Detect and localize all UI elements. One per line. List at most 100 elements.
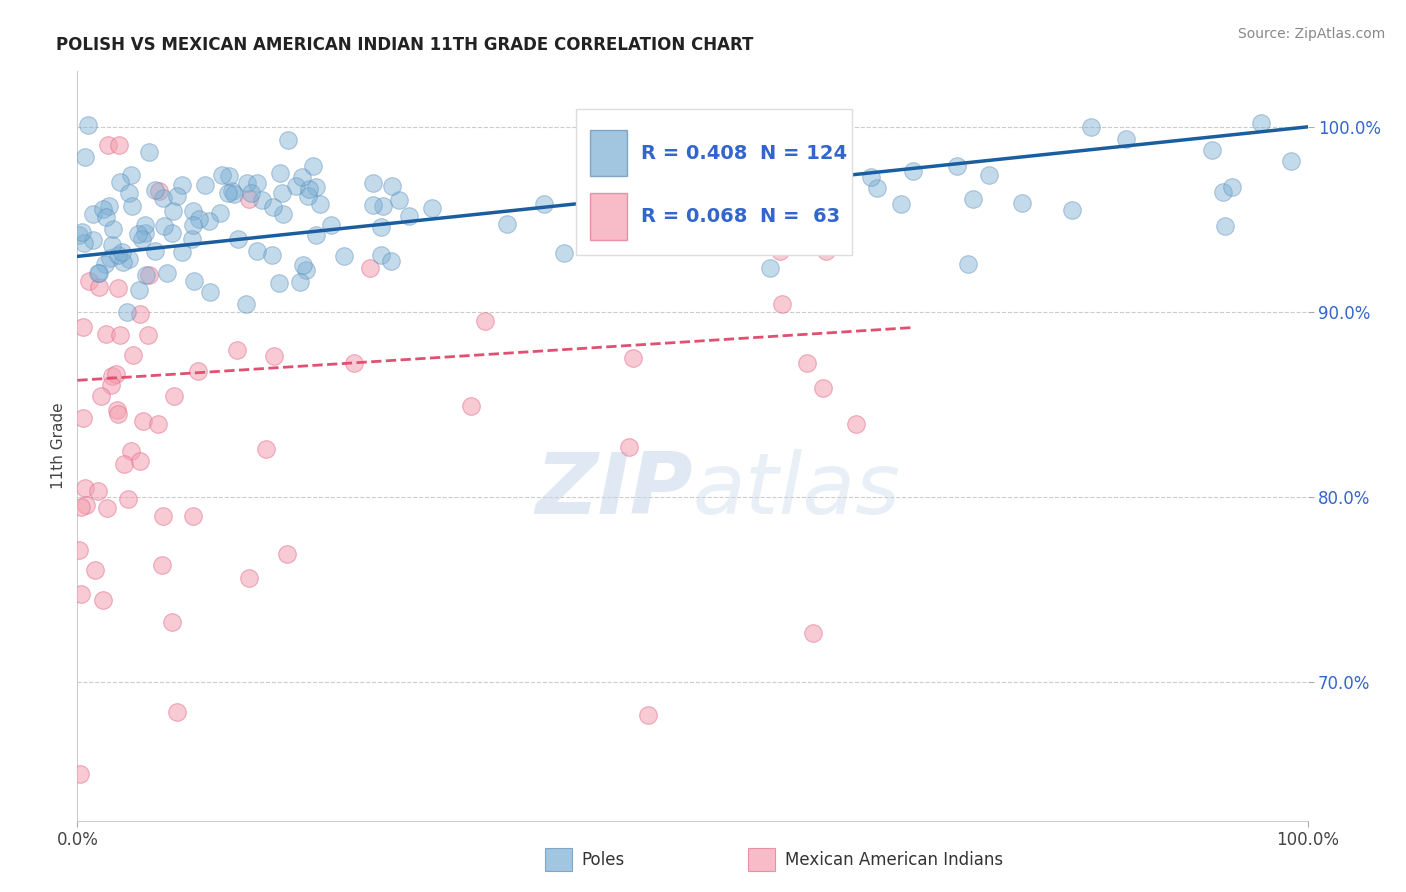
Point xyxy=(170,245,193,260)
Point xyxy=(225,343,247,357)
Point xyxy=(730,220,752,235)
Point xyxy=(129,454,152,468)
Point xyxy=(183,203,205,218)
Point xyxy=(120,444,142,458)
Point xyxy=(87,483,110,498)
Point xyxy=(946,159,969,173)
Point xyxy=(267,276,290,290)
Point xyxy=(235,176,257,190)
Point xyxy=(370,248,392,262)
Point xyxy=(957,257,980,271)
Point xyxy=(770,297,793,311)
Point xyxy=(160,226,183,240)
Point xyxy=(101,368,124,383)
FancyBboxPatch shape xyxy=(591,194,627,240)
Point xyxy=(160,615,183,629)
Point xyxy=(153,219,176,233)
Point xyxy=(769,244,792,259)
Point xyxy=(343,356,366,370)
Point xyxy=(211,168,233,182)
Point xyxy=(1250,116,1272,130)
Point xyxy=(1011,196,1033,211)
Point xyxy=(628,182,651,196)
Point xyxy=(70,587,93,601)
Point xyxy=(637,707,659,722)
Point xyxy=(775,222,797,236)
Point xyxy=(605,225,627,239)
Point xyxy=(98,251,121,265)
Point xyxy=(361,176,384,190)
Point xyxy=(76,118,98,132)
Point xyxy=(815,244,838,259)
Point xyxy=(107,281,129,295)
Point xyxy=(305,180,328,194)
Point xyxy=(238,192,260,206)
Point xyxy=(82,234,104,248)
Point xyxy=(118,252,141,266)
Point xyxy=(262,200,284,214)
Point xyxy=(138,268,160,282)
Point xyxy=(291,259,314,273)
Point xyxy=(250,193,273,207)
Point xyxy=(276,547,298,561)
Point xyxy=(533,197,555,211)
Point xyxy=(115,304,138,318)
Point xyxy=(136,327,159,342)
Point xyxy=(75,498,97,512)
Point xyxy=(117,492,139,507)
Point xyxy=(132,414,155,428)
Point xyxy=(187,364,209,378)
Point xyxy=(82,207,104,221)
Point xyxy=(112,457,135,471)
FancyBboxPatch shape xyxy=(575,109,852,255)
Point xyxy=(91,202,114,216)
Point xyxy=(131,232,153,246)
Point xyxy=(1215,219,1237,233)
Point xyxy=(890,197,912,211)
Point xyxy=(209,205,232,219)
Point xyxy=(617,440,640,454)
Point xyxy=(803,183,825,197)
Point xyxy=(496,217,519,231)
Point xyxy=(188,212,211,227)
Point xyxy=(107,407,129,421)
Point xyxy=(69,767,91,781)
FancyBboxPatch shape xyxy=(546,848,572,871)
Point xyxy=(135,268,157,282)
Point xyxy=(1201,143,1223,157)
Point xyxy=(246,176,269,190)
Point xyxy=(183,274,205,288)
Point xyxy=(1212,185,1234,199)
Point xyxy=(370,220,392,235)
Point xyxy=(181,508,204,523)
Point xyxy=(111,245,134,260)
Point xyxy=(381,178,404,193)
Point xyxy=(67,543,90,558)
Point xyxy=(811,381,834,395)
Text: R = 0.408: R = 0.408 xyxy=(641,144,747,162)
Point xyxy=(91,593,114,607)
Point xyxy=(120,169,142,183)
Point xyxy=(288,275,311,289)
Point xyxy=(474,314,496,328)
Point xyxy=(96,500,118,515)
Point xyxy=(759,260,782,275)
Point xyxy=(361,197,384,211)
Point xyxy=(134,219,156,233)
Point xyxy=(420,201,443,215)
Point xyxy=(70,500,93,514)
FancyBboxPatch shape xyxy=(748,848,775,871)
Point xyxy=(105,367,128,381)
Point xyxy=(254,442,277,457)
Point xyxy=(87,266,110,280)
Point xyxy=(962,192,984,206)
Point xyxy=(217,186,239,200)
Point xyxy=(284,179,307,194)
Point xyxy=(90,389,112,403)
Point xyxy=(129,307,152,321)
Point xyxy=(181,219,204,233)
Point xyxy=(87,280,110,294)
Point xyxy=(152,191,174,205)
Text: atlas: atlas xyxy=(693,450,900,533)
Point xyxy=(75,481,97,495)
